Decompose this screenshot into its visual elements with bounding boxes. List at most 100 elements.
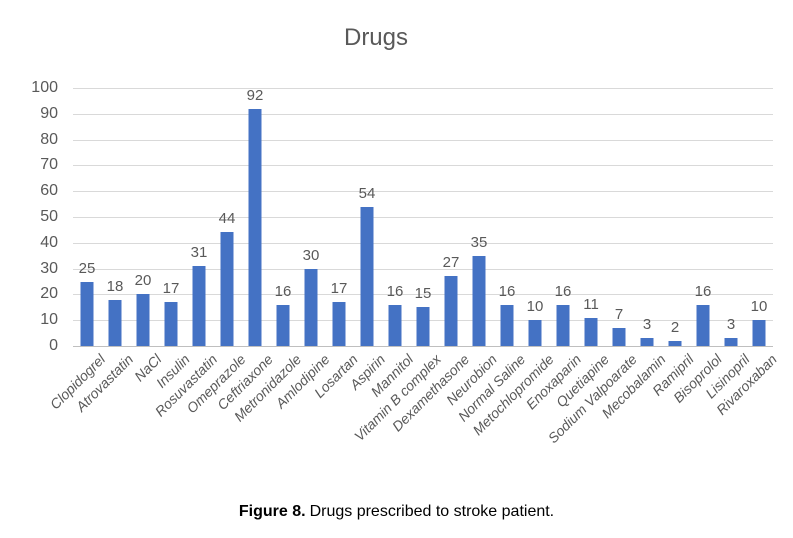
gridline bbox=[73, 88, 773, 89]
bar-value-label: 3 bbox=[726, 316, 736, 334]
bar-value-label: 11 bbox=[583, 295, 599, 313]
gridline bbox=[73, 294, 773, 296]
bar bbox=[332, 302, 346, 346]
bar-value-label: 31 bbox=[190, 244, 208, 262]
bar-value-label: 3 bbox=[642, 316, 652, 334]
bar-value-label: 35 bbox=[470, 233, 488, 251]
bar-group: 11 Quetiapine bbox=[553, 88, 612, 411]
y-tick-label: 30 bbox=[40, 259, 58, 277]
gridline bbox=[73, 165, 773, 167]
bar bbox=[556, 304, 570, 346]
bar-value-label: 17 bbox=[330, 280, 348, 298]
bar-group: 30 Amlodipine bbox=[272, 88, 332, 412]
y-tick-label: 70 bbox=[40, 156, 58, 174]
bar bbox=[500, 304, 514, 346]
bar-value-label: 16 bbox=[554, 282, 572, 300]
figure-caption-text: Drugs prescribed to stroke patient. bbox=[309, 503, 555, 520]
bar-value-label: 15 bbox=[414, 285, 432, 303]
bar bbox=[220, 232, 234, 346]
bar bbox=[108, 299, 122, 346]
bar bbox=[136, 294, 150, 346]
bar-value-label: 30 bbox=[302, 246, 320, 264]
bar-value-label: 16 bbox=[498, 282, 516, 300]
bar-group: 35 Neurobion bbox=[443, 88, 500, 408]
bar-value-label: 54 bbox=[358, 184, 376, 202]
bar-group: 3 Mecobalamin bbox=[598, 88, 668, 421]
bar bbox=[528, 320, 542, 346]
bar bbox=[724, 338, 738, 346]
gridline bbox=[73, 268, 773, 270]
bar-value-label: 10 bbox=[526, 298, 544, 316]
y-tick-label: 10 bbox=[40, 311, 58, 329]
bar bbox=[416, 307, 430, 346]
bar-group: 31 Rosuvastatin bbox=[152, 88, 221, 420]
y-tick-label: 40 bbox=[40, 233, 58, 251]
bar bbox=[612, 327, 626, 346]
bar-group: 18 Atrovastatin bbox=[73, 88, 137, 415]
bar bbox=[360, 206, 374, 346]
bar bbox=[472, 255, 486, 346]
bar-group: 20 NaCl bbox=[129, 88, 164, 384]
bar-value-label: 16 bbox=[694, 282, 712, 300]
bar-value-label: 27 bbox=[442, 254, 460, 272]
y-tick-label: 100 bbox=[31, 79, 58, 96]
gridline bbox=[73, 191, 773, 193]
bar-value-label: 2 bbox=[670, 318, 680, 336]
bar bbox=[388, 304, 402, 346]
bar-group: 16 Metronidazole bbox=[231, 88, 304, 425]
y-tick-label: 50 bbox=[40, 208, 58, 225]
bar-value-label: 7 bbox=[614, 305, 624, 323]
bar bbox=[752, 320, 766, 346]
bar-group: 92 Ceftriaxone bbox=[214, 86, 276, 413]
bar-group: 16 Bisoprolol bbox=[670, 88, 725, 406]
bar bbox=[248, 108, 262, 346]
bar bbox=[304, 268, 318, 346]
bar bbox=[276, 304, 290, 346]
bar-group: 44 Omeprazole bbox=[183, 88, 248, 416]
y-tick-label: 90 bbox=[40, 104, 58, 122]
bar-group: 16 Mannitol bbox=[368, 88, 417, 400]
figure-caption-label: Figure 8. bbox=[238, 503, 306, 520]
figure-caption: Figure 8. Drugs prescribed to stroke pati… bbox=[0, 503, 793, 521]
y-tick-label: 80 bbox=[40, 130, 58, 148]
bar bbox=[640, 338, 654, 346]
bar bbox=[192, 266, 206, 346]
bar bbox=[584, 317, 598, 346]
y-tick-label: 20 bbox=[40, 285, 58, 303]
bar-value-label: 18 bbox=[106, 277, 124, 295]
y-axis: 0 10 20 30 40 50 60 70 80 90 100 bbox=[0, 79, 66, 354]
bar-value-label: 92 bbox=[246, 86, 264, 104]
bar-value-label: 25 bbox=[78, 259, 96, 277]
gridline bbox=[73, 242, 773, 244]
gridline bbox=[73, 139, 773, 141]
bar-group: 54 Aspirin bbox=[347, 88, 389, 393]
bar-value-label: 17 bbox=[162, 280, 180, 298]
bar-group: 17 Insulin bbox=[152, 88, 192, 391]
gridline bbox=[73, 217, 773, 218]
chart-title: Drugs bbox=[343, 24, 409, 51]
bar bbox=[80, 281, 94, 346]
bar-group: 10 Metochlopromide bbox=[469, 88, 556, 438]
bar bbox=[164, 302, 178, 346]
bar-group: 15 Vitamin B complex bbox=[351, 88, 444, 444]
bar-group: 10 Rivaroxaban bbox=[713, 88, 780, 418]
plot-area: 25 Clopidogrel 18 Atrovastatin 20 NaCl 17 Insul… bbox=[47, 86, 780, 447]
bar-value-label: 44 bbox=[218, 210, 236, 228]
bar-group: 25 Clopidogrel bbox=[47, 88, 108, 413]
bar-group: 16 Enoxaparin bbox=[523, 88, 584, 413]
bar bbox=[668, 340, 682, 346]
bar-group: 2 Ramipril bbox=[649, 88, 697, 399]
bar-group: 27 Dexamethasone bbox=[389, 88, 472, 434]
bar-value-label: 10 bbox=[750, 298, 768, 316]
bar-value-label: 20 bbox=[134, 272, 152, 290]
gridline bbox=[73, 113, 773, 115]
bar bbox=[444, 276, 458, 346]
y-tick-label: 60 bbox=[40, 182, 58, 200]
bar-group: 3 Lisinopril bbox=[702, 88, 752, 401]
y-tick-label: 0 bbox=[49, 337, 58, 354]
bar-group: 17 Losartan bbox=[310, 88, 360, 401]
bar-group: 7 Sodium Valpoarate bbox=[545, 88, 640, 446]
bar-value-label: 16 bbox=[386, 282, 404, 300]
bar-group: 16 Normal Saline bbox=[455, 88, 528, 425]
